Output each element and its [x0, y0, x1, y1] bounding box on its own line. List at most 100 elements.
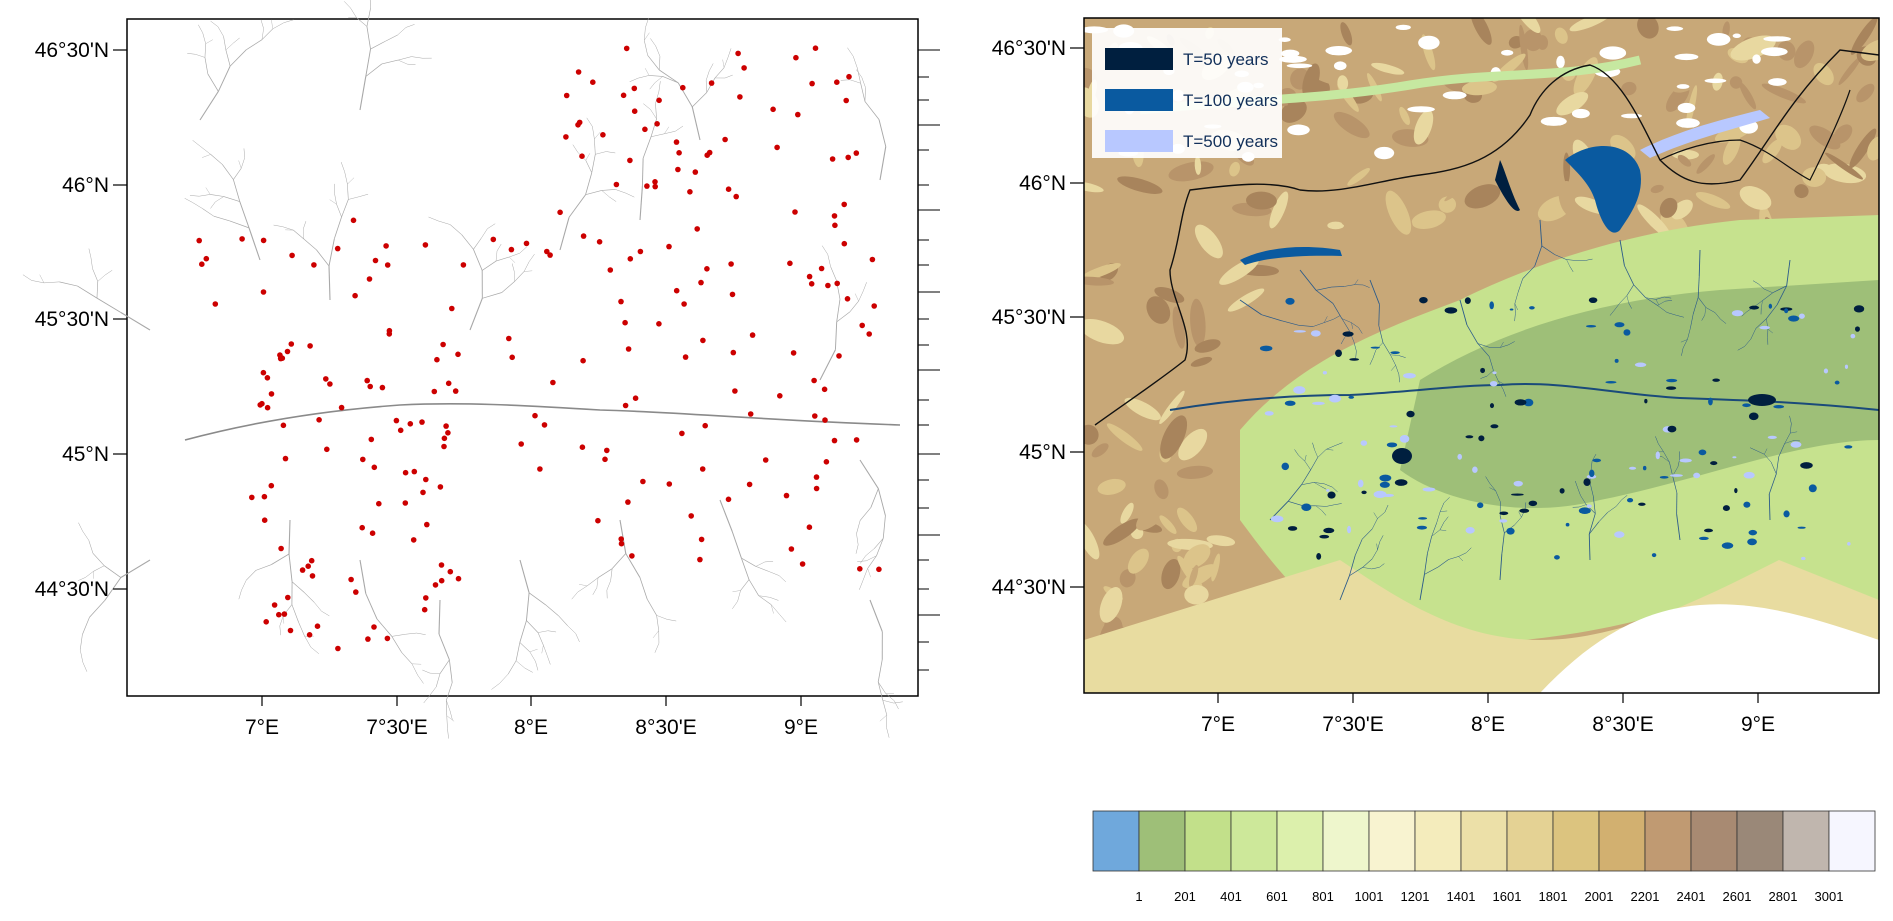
flood-patch: [1834, 380, 1840, 385]
lon-label: 7°E: [1201, 713, 1235, 736]
river-segment: [625, 192, 635, 198]
station-point: [281, 611, 288, 617]
river-segment: [1316, 286, 1332, 291]
river-segment: [238, 160, 242, 169]
river-segment: [882, 700, 888, 716]
right-river-network: [1169, 219, 1879, 601]
river-segment: [501, 281, 515, 293]
river-segment: [863, 282, 867, 291]
river-segment: [732, 590, 741, 593]
lon-label: 7°30'E: [1322, 713, 1383, 736]
terrain-patch: [1411, 210, 1446, 229]
station-point: [747, 411, 754, 417]
river-segment: [1784, 440, 1793, 444]
colorbar-bin: [1552, 810, 1600, 872]
station-point: [314, 623, 321, 629]
river-segment: [314, 602, 322, 612]
river-segment: [1499, 515, 1505, 533]
river-segment: [1776, 285, 1787, 306]
river-segment: [210, 154, 223, 165]
station-point: [316, 417, 322, 423]
river-segment: [495, 256, 510, 262]
river-segment: [82, 662, 88, 672]
river-segment: [819, 349, 836, 381]
river-segment: [1749, 447, 1757, 451]
station-point: [728, 261, 734, 267]
flood-patch: [1559, 488, 1565, 494]
river-segment: [1690, 313, 1694, 329]
river-segment: [304, 636, 312, 648]
river-segment: [523, 261, 530, 272]
station-point: [547, 252, 553, 258]
river-segment: [571, 591, 578, 600]
station-point: [422, 242, 429, 248]
terrain-patch: [1695, 191, 1731, 209]
station-point: [871, 303, 877, 309]
snow-patch: [1501, 49, 1514, 56]
river-segment: [77, 285, 98, 299]
river-segment: [1704, 307, 1707, 316]
station-point: [732, 388, 738, 394]
terrain-patch: [1357, 18, 1395, 26]
station-point: [834, 79, 840, 85]
flood-patch: [1287, 526, 1298, 531]
river-segment: [709, 63, 714, 71]
river-segment: [1326, 504, 1335, 507]
river-segment: [272, 22, 284, 30]
river-segment: [1335, 442, 1343, 446]
legend-label: T=100 years: [1183, 91, 1278, 110]
colorbar-bin: [1828, 810, 1876, 872]
river-segment: [359, 76, 367, 111]
river-segment: [1427, 536, 1432, 554]
station-point: [563, 92, 570, 99]
station-point: [260, 289, 267, 295]
river-segment: [328, 238, 335, 267]
river-segment: [705, 70, 710, 81]
colorbar-bin: [1276, 810, 1324, 872]
station-point: [673, 287, 680, 294]
river-segment: [428, 216, 439, 222]
river-segment: [847, 47, 854, 57]
station-point: [625, 499, 631, 505]
station-point: [557, 209, 563, 216]
station-point: [366, 276, 373, 282]
river-segment: [609, 196, 617, 202]
station-point: [859, 322, 865, 329]
river-segment: [541, 645, 544, 654]
station-point: [196, 237, 202, 244]
station-point: [680, 84, 686, 91]
river-segment: [1607, 506, 1617, 513]
river-segment: [1590, 460, 1593, 471]
station-point: [445, 380, 452, 387]
river-segment: [649, 75, 663, 77]
flood-patch: [1748, 529, 1758, 536]
river-segment: [768, 571, 780, 576]
station-point: [697, 556, 703, 563]
river-segment: [1298, 455, 1305, 462]
station-point: [402, 469, 409, 476]
river-segment: [514, 271, 525, 282]
river-segment: [1669, 461, 1673, 477]
terrain-patch: [1761, 83, 1806, 104]
flood-patch: [1759, 325, 1770, 330]
flood-patch: [1489, 380, 1498, 387]
river-segment: [1312, 442, 1315, 450]
river-segment: [1701, 314, 1705, 321]
river-segment: [741, 557, 750, 580]
river-segment: [778, 575, 787, 583]
river-segment: [1764, 454, 1772, 463]
station-point: [823, 459, 830, 465]
river-segment: [96, 281, 99, 299]
river-segment: [1382, 342, 1391, 355]
river-segment: [416, 632, 426, 635]
flood-patch: [1361, 490, 1367, 495]
river-segment: [575, 633, 580, 643]
river-segment: [836, 311, 851, 323]
colorbar-bin: [1690, 810, 1738, 872]
river-segment: [238, 590, 242, 600]
colorbar-bin: [1736, 810, 1784, 872]
station-point: [777, 393, 783, 399]
terrain-patch: [1659, 197, 1678, 218]
station-point: [673, 139, 680, 145]
river-segment: [22, 274, 32, 281]
